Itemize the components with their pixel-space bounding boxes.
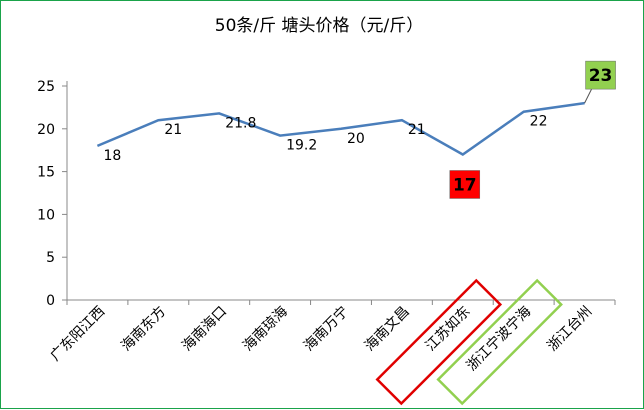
- y-tick-labels: 0 5 10 15 20 25: [37, 79, 67, 309]
- x-category-label: 浙江台州: [544, 304, 595, 355]
- max-callout-label: 23: [589, 66, 613, 86]
- data-label: 19.2: [286, 138, 317, 154]
- data-label: 18: [103, 148, 121, 164]
- series-line: [96, 101, 585, 156]
- data-label: 21: [164, 122, 182, 138]
- x-category-label: 海南万宁: [300, 303, 352, 355]
- data-label: 21: [408, 122, 426, 138]
- chart-title: 50条/斤 塘头价格（元/斤）: [215, 16, 424, 36]
- x-category-label: 浙江宁波宁海: [463, 303, 534, 374]
- callout-leader-line: [584, 88, 593, 104]
- data-label: 21.8: [225, 115, 256, 131]
- category-highlight-box: [375, 278, 503, 406]
- y-tick-label: 25: [37, 79, 55, 95]
- min-callout-label: 17: [453, 175, 477, 195]
- x-category-label: 海南文昌: [362, 304, 413, 355]
- x-category-label: 广东阳江西: [47, 304, 108, 365]
- data-labels: 18 21 21.8 19.2 20 21 22: [103, 114, 547, 164]
- max-callout-box: [585, 60, 616, 90]
- y-tick-label: 10: [37, 207, 55, 223]
- x-category-label: 海南琼海: [240, 304, 291, 355]
- y-tick-label: 0: [46, 293, 55, 309]
- category-highlight-boxes: [375, 278, 563, 406]
- min-callout-box: [449, 170, 481, 199]
- y-tick-label: 5: [46, 250, 55, 266]
- x-category-label: 海南东方: [118, 304, 169, 355]
- y-tick-label: 20: [37, 122, 55, 138]
- data-label: 20: [347, 131, 365, 147]
- data-label: 22: [530, 114, 548, 130]
- category-highlight-box: [436, 278, 563, 406]
- x-category-label: 海南海口: [179, 304, 230, 355]
- y-tick-label: 15: [37, 165, 55, 181]
- x-category-label: 江苏如东: [423, 304, 474, 355]
